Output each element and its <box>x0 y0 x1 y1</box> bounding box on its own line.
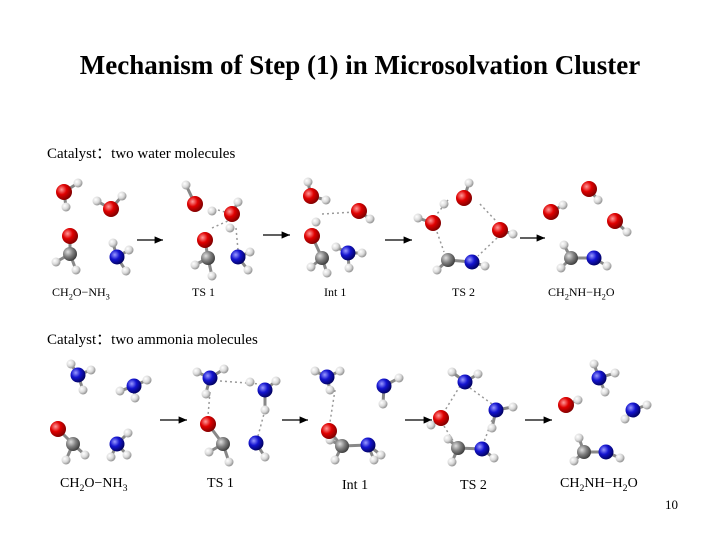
row2-species-int1: Int 1 <box>342 478 369 493</box>
row1-species-reactant: CH2O−NH3 <box>52 285 110 302</box>
row2-species-reactant: CH2O−NH3 <box>60 476 128 494</box>
carbon-atoms <box>63 247 591 459</box>
hydrogen-bond-lines <box>207 199 498 445</box>
nitrogen-atoms <box>70 245 641 460</box>
row1-species-ts1: TS 1 <box>192 285 216 299</box>
hydrogen-atoms <box>51 177 652 467</box>
row1-species-ts2: TS 2 <box>452 285 476 299</box>
row1-species-product: CH2NH−H2O <box>548 285 615 302</box>
row2-species-ts2: TS 2 <box>460 478 487 493</box>
oxygen-atoms <box>50 181 623 439</box>
bond-lines <box>55 181 648 463</box>
row2-species-ts1: TS 1 <box>207 476 234 491</box>
row1-catalyst-label: Catalyst：two water molecules <box>47 146 236 162</box>
row2-species-product: CH2NH−H2O <box>560 476 638 494</box>
slide-title: Mechanism of Step (1) in Microsolvation … <box>79 50 641 80</box>
row1-species-int1: Int 1 <box>324 285 347 299</box>
page-number: 10 <box>665 497 678 512</box>
row2-catalyst-label: Catalyst：two ammonia molecules <box>47 332 258 348</box>
